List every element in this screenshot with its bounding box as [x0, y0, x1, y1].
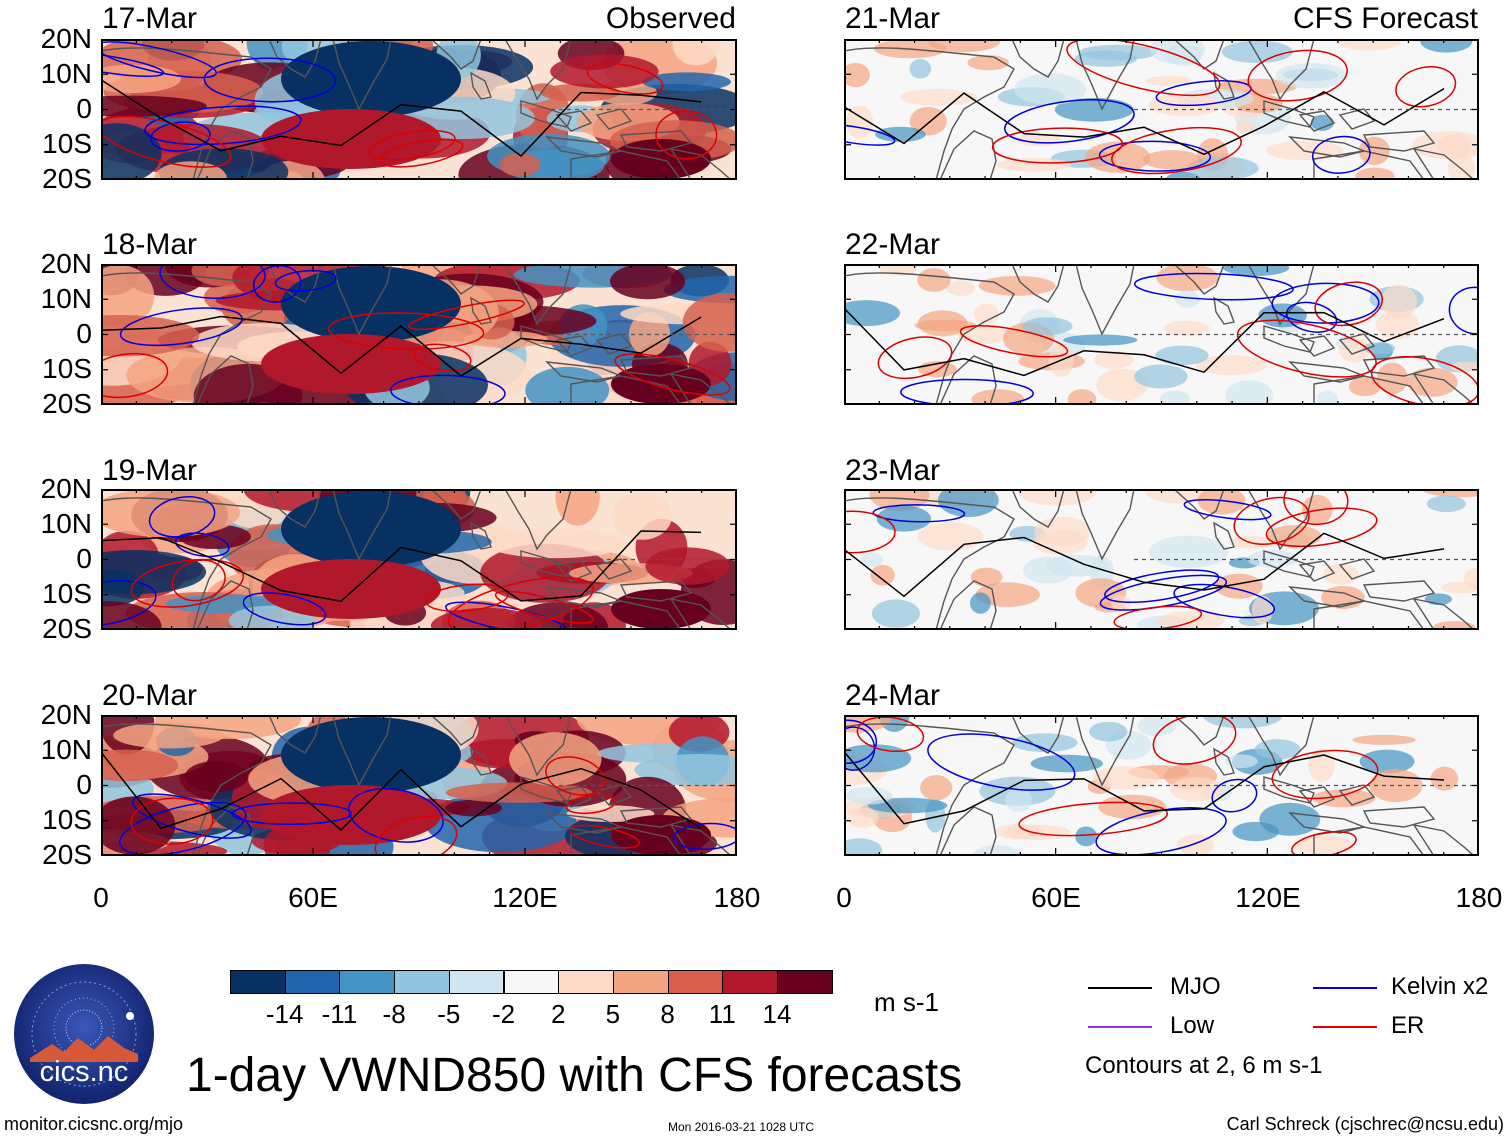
figure-title: 1-day VWND850 with CFS forecasts [186, 1049, 963, 1102]
lat-tick-label: 0 [76, 318, 92, 349]
colorbar-swatch [722, 970, 778, 994]
colorbar-swatch [503, 970, 560, 994]
forecast-map-panel [844, 489, 1479, 630]
observed-map-panel [101, 489, 737, 630]
lat-tick-label: 0 [76, 93, 92, 124]
forecast-header: CFS Forecast [1292, 2, 1478, 35]
observed-header: Observed [605, 2, 736, 35]
lat-tick-label: 10N [40, 283, 92, 314]
lat-tick-label: 20N [40, 473, 92, 504]
lat-tick-label: 20N [40, 699, 92, 730]
colorbar-swatch [230, 970, 286, 994]
lon-tick-label: 0 [93, 882, 109, 913]
lon-tick-label: 0 [836, 882, 852, 913]
colorbar-tick-label: -5 [437, 999, 461, 1029]
lon-tick-label: 180 [713, 882, 761, 913]
footer-timestamp: Mon 2016-03-21 1028 UTC [668, 1120, 815, 1134]
map-field [101, 39, 737, 180]
legend-line-kelvin [1313, 987, 1377, 989]
legend-line-low [1088, 1026, 1152, 1028]
map-field [844, 489, 1479, 630]
panel-date-label: 18-Mar [102, 228, 198, 261]
legend-label-mjo: MJO [1170, 973, 1221, 1000]
colorbar-tick-label: 11 [708, 999, 736, 1029]
colorbar-tick-label: 8 [660, 999, 675, 1029]
lat-tick-label: 10S [42, 353, 92, 384]
lat-tick-label: 20S [42, 613, 92, 644]
colorbar-tick-label: -8 [382, 999, 406, 1029]
panel-date-label: 24-Mar [845, 679, 941, 712]
map-field [101, 264, 737, 405]
observed-map-panel [101, 264, 737, 405]
lat-tick-label: 0 [76, 543, 92, 574]
forecast-map-panel [844, 715, 1479, 856]
map-field [844, 715, 1479, 856]
colorbar-tick-label: 5 [605, 999, 621, 1029]
lat-tick-label: 10S [42, 128, 92, 159]
panel-date-label: 17-Mar [102, 2, 198, 35]
lon-tick-label: 120E [492, 882, 558, 913]
map-field [101, 715, 737, 856]
colorbar-swatch [448, 970, 505, 994]
colorbar-swatch [558, 970, 614, 994]
lat-tick-label: 0 [76, 769, 92, 800]
footer-author: Carl Schreck (cjschrec@ncsu.edu) [1226, 1114, 1504, 1134]
lat-tick-label: 10N [40, 508, 92, 539]
lon-tick-label: 60E [288, 882, 338, 913]
lon-tick-label: 60E [1031, 882, 1081, 913]
map-field [844, 264, 1479, 405]
colorbar-tick-label: -11 [321, 999, 358, 1029]
observed-map-panel [101, 39, 737, 180]
forecast-map-panel [844, 264, 1479, 405]
colorbar-tick-label: -14 [265, 999, 304, 1029]
lon-tick-label: 120E [1235, 882, 1301, 913]
lat-tick-label: 20S [42, 163, 92, 194]
map-field [844, 39, 1479, 180]
panel-date-label: 23-Mar [845, 454, 941, 487]
footer-url: monitor.cicsnc.org/mjo [4, 1114, 184, 1134]
lon-tick-label: 180 [1455, 882, 1503, 913]
panel-date-label: 20-Mar [102, 679, 198, 712]
colorbar-swatch [777, 970, 833, 994]
legend-label-low: Low [1170, 1012, 1215, 1039]
legend-label-kelvin: Kelvin x2 [1391, 973, 1489, 1000]
logo-text: cics.nc [39, 1056, 129, 1088]
cics-logo: cics.nc [12, 962, 156, 1106]
cics-logo-graphic [14, 964, 154, 1104]
lat-tick-label: 10S [42, 804, 92, 835]
lat-tick-label: 20N [40, 248, 92, 279]
colorbar-swatch [339, 970, 396, 994]
lat-tick-label: 10N [40, 58, 92, 89]
colorbar-tick-label: 14 [762, 999, 792, 1029]
legend-label-er: ER [1391, 1012, 1425, 1039]
lat-tick-label: 20S [42, 839, 92, 870]
legend-note: Contours at 2, 6 m s-1 [1085, 1052, 1323, 1079]
map-field [101, 489, 737, 630]
panel-date-label: 19-Mar [102, 454, 198, 487]
legend-line-er [1313, 1026, 1377, 1028]
legend-line-mjo [1088, 987, 1152, 989]
colorbar-tick-label: -2 [491, 999, 516, 1029]
lat-tick-label: 10S [42, 578, 92, 609]
colorbar-swatch [667, 970, 724, 994]
observed-map-panel [101, 715, 737, 856]
panel-date-label: 22-Mar [845, 228, 941, 261]
colorbar-units: m s-1 [874, 987, 939, 1017]
lat-tick-label: 10N [40, 734, 92, 765]
colorbar-tick-label: 2 [550, 999, 566, 1029]
forecast-map-panel [844, 39, 1479, 180]
colorbar-swatch [612, 970, 669, 994]
lat-tick-label: 20S [42, 388, 92, 419]
colorbar-swatch [394, 970, 450, 994]
panel-date-label: 21-Mar [845, 2, 941, 35]
colorbar-swatch [284, 970, 341, 994]
lat-tick-label: 20N [40, 23, 92, 54]
